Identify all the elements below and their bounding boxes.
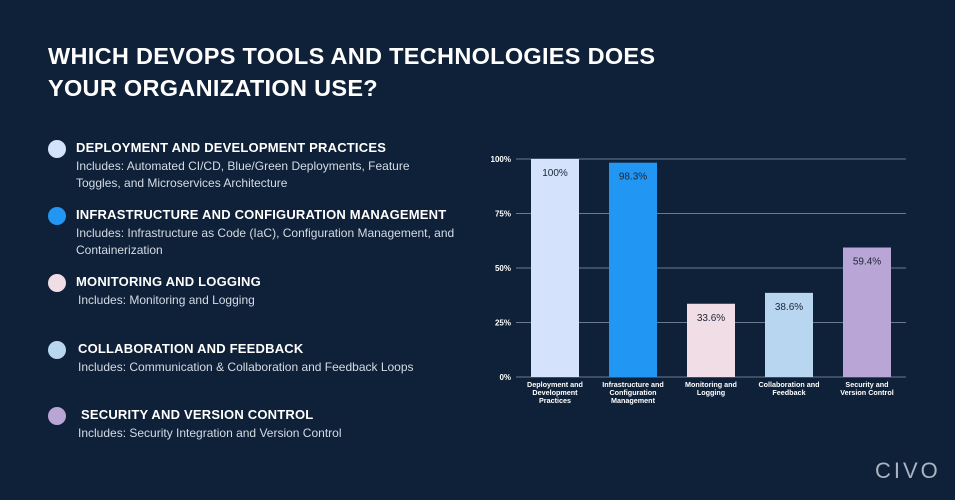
bar	[765, 292, 813, 377]
legend-title: MONITORING AND LOGGING	[76, 274, 261, 289]
x-tick-label-line: Collaboration and	[758, 380, 819, 389]
bar-value-label: 98.3%	[619, 172, 647, 183]
x-tick-label: Monitoring and Logging	[685, 380, 737, 397]
page-title: WHICH DEVOPS TOOLS AND TECHNOLOGIES DOES…	[48, 40, 748, 104]
legend-dot-icon	[48, 207, 66, 225]
legend-description: Includes: Security Integration and Versi…	[78, 426, 342, 440]
x-tick-label: Security and Version Control	[840, 380, 894, 397]
x-tick-label-line: Practices	[539, 396, 571, 405]
y-tick-label: 75%	[495, 210, 511, 219]
legend-dot-icon	[48, 274, 66, 292]
y-tick-label: 25%	[495, 319, 511, 328]
civo-logo: CIVO	[875, 458, 941, 483]
x-tick-label-line: Management	[611, 396, 656, 405]
bar-value-label: 38.6%	[775, 302, 803, 313]
legend-title: DEPLOYMENT AND DEVELOPMENT PRACTICES	[76, 140, 387, 155]
x-tick-label: Infrastructure and Configuration Managemen…	[602, 380, 664, 405]
bar	[609, 162, 657, 377]
title-line-2: YOUR ORGANIZATION USE?	[48, 75, 378, 101]
x-tick-label-line: Development	[532, 388, 578, 397]
y-tick-label: 100%	[491, 155, 511, 164]
title-line-1: WHICH DEVOPS TOOLS AND TECHNOLOGIES DOES	[48, 43, 656, 69]
y-tick-label: 0%	[499, 373, 511, 382]
bar	[531, 159, 579, 377]
bar-value-label: 100%	[542, 168, 568, 179]
legend-title: SECURITY AND VERSION CONTROL	[81, 407, 314, 422]
bar-value-label: 33.6%	[697, 313, 725, 324]
legend-dot-icon	[48, 140, 66, 158]
x-tick-label: Collaboration and Feedback	[758, 380, 819, 397]
y-tick-label: 50%	[495, 264, 511, 273]
bar-value-label: 59.4%	[853, 257, 881, 268]
x-tick-label-line: Logging	[697, 388, 725, 397]
legend-description: Includes: Infrastructure as Code (IaC), …	[76, 226, 455, 257]
legend-dot-icon	[48, 341, 66, 359]
x-tick-label-line: Security and	[845, 380, 888, 389]
x-tick-label-line: Deployment and	[527, 380, 583, 389]
x-tick-label-line: Monitoring and	[685, 380, 737, 389]
legend-title: INFRASTRUCTURE AND CONFIGURATION MANAGEM…	[76, 207, 447, 222]
legend-description: Includes: Automated CI/CD, Blue/Green De…	[76, 159, 410, 190]
x-tick-label: Deployment and Development Practices	[527, 380, 583, 405]
x-tick-label-line: Infrastructure and	[602, 380, 664, 389]
x-tick-label-line: Feedback	[772, 388, 805, 397]
legend-description: Includes: Monitoring and Logging	[78, 293, 255, 307]
bar	[687, 303, 735, 377]
x-tick-label-line: Version Control	[840, 388, 894, 397]
x-tick-label-line: Configuration	[609, 388, 656, 397]
legend-dot-icon	[48, 407, 66, 425]
legend-description: Includes: Communication & Collaboration …	[78, 360, 414, 374]
legend-title: COLLABORATION AND FEEDBACK	[78, 341, 304, 356]
bar	[843, 247, 891, 377]
